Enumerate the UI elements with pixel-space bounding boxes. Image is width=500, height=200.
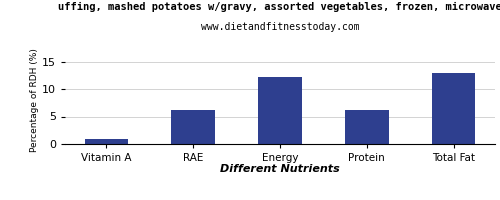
Bar (84, 138, 128, 144)
Bar (258, 77, 302, 144)
X-axis label: Different Nutrients: Different Nutrients (220, 164, 340, 174)
Bar (432, 72, 476, 144)
Text: www.dietandfitnesstoday.com: www.dietandfitnesstoday.com (200, 22, 360, 32)
Y-axis label: Percentage of RDH (%): Percentage of RDH (%) (30, 48, 39, 152)
Bar (345, 110, 389, 144)
Bar (172, 110, 215, 144)
Text: uffing, mashed potatoes w/gravy, assorted vegetables, frozen, microwave: uffing, mashed potatoes w/gravy, assorte… (58, 2, 500, 12)
